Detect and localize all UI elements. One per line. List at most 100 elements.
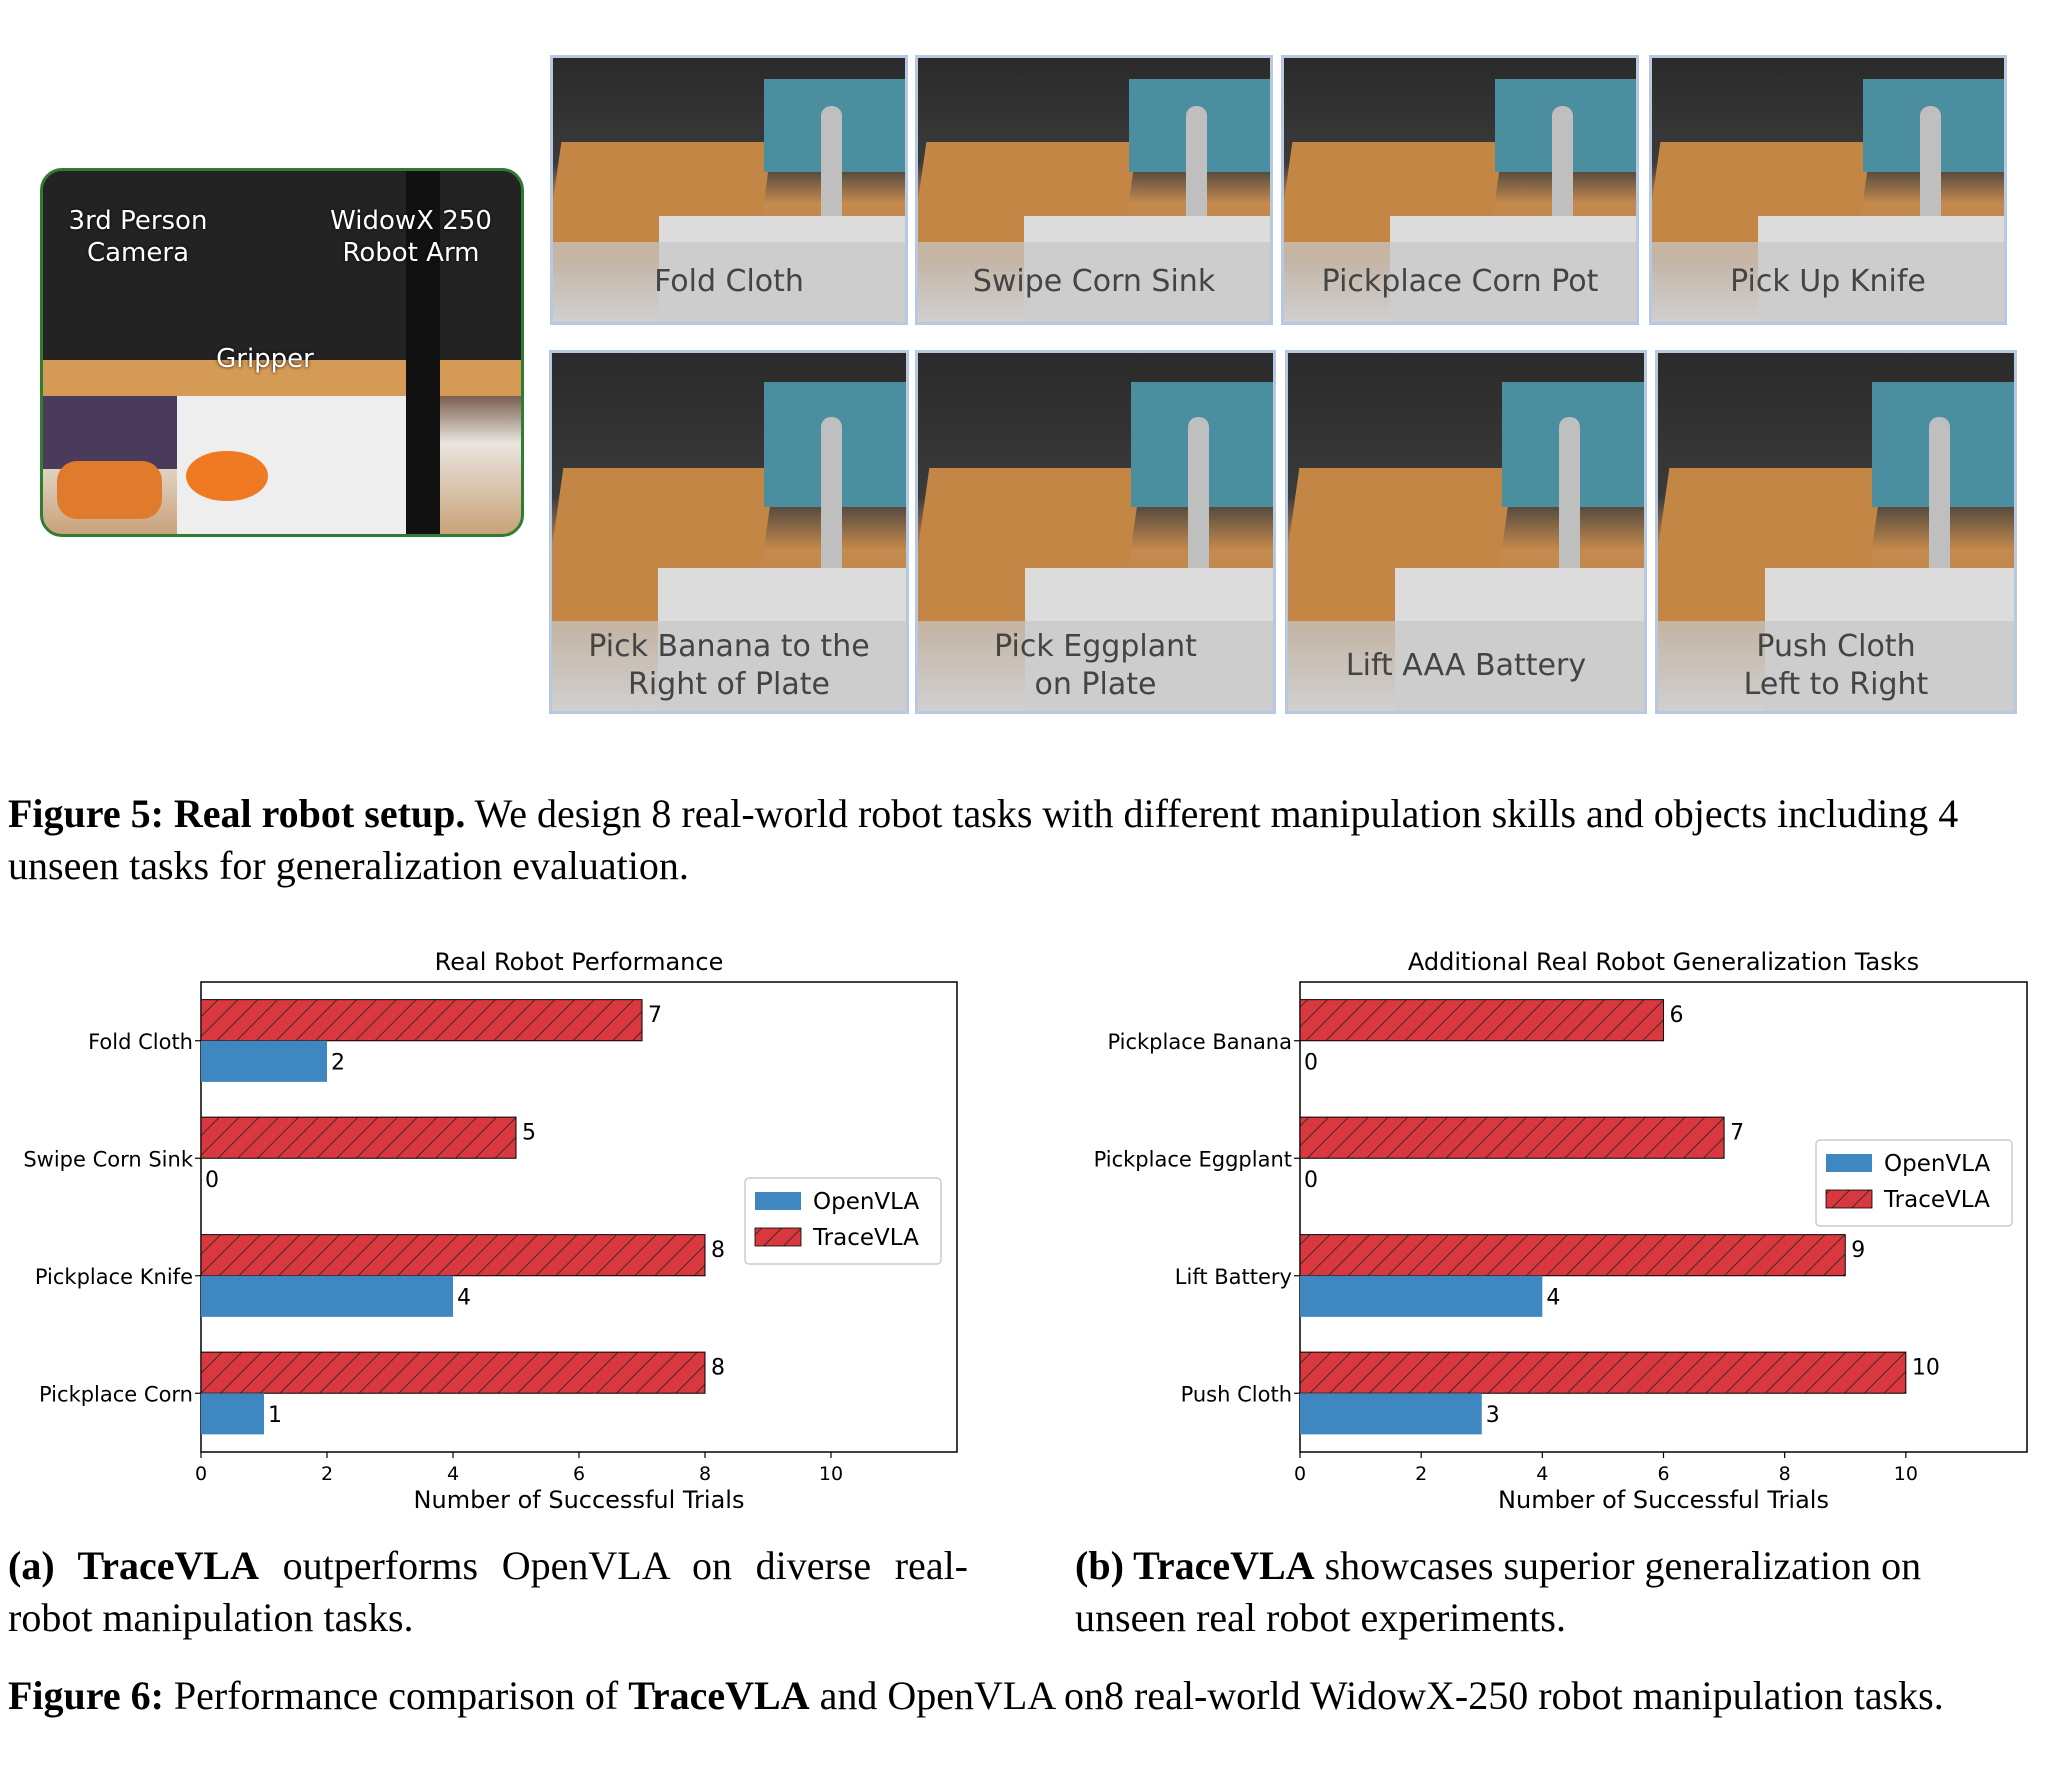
task-photo: Push Cloth Left to Right bbox=[1655, 350, 2017, 714]
setup-counter bbox=[43, 359, 521, 397]
chart-real-robot-performance: Real Robot Performance Fold Cloth 7 2 Swipe … bbox=[23, 948, 958, 1514]
figure-6-caption-label: Figure 6: bbox=[8, 1673, 164, 1718]
category-tick-label: Fold Cloth bbox=[88, 1030, 193, 1054]
tracevla-value-label: 8 bbox=[711, 1238, 725, 1263]
legend-openvla-label: OpenVLA bbox=[1884, 1151, 1991, 1177]
task-label: Pickplace Corn Pot bbox=[1284, 242, 1636, 322]
task-photo-faucet bbox=[1919, 105, 1941, 251]
tracevla-value-label: 10 bbox=[1912, 1356, 1940, 1381]
figure-5-caption-bold: Figure 5: Real robot setup. bbox=[8, 791, 466, 836]
x-tick-label: 0 bbox=[1294, 1463, 1306, 1485]
subcaption-a-text: outperforms OpenVLA on diverse real-robo… bbox=[8, 1543, 969, 1640]
task-photo: Pick Banana to the Right of Plate bbox=[549, 350, 909, 714]
tracevla-bar bbox=[1299, 999, 1664, 1042]
setup-wall bbox=[43, 171, 521, 371]
openvla-bar bbox=[1300, 1275, 1543, 1317]
x-tick-label: 10 bbox=[819, 1463, 843, 1485]
tracevla-value-label: 6 bbox=[1670, 1003, 1684, 1028]
category-tick-label: Lift Battery bbox=[1175, 1265, 1292, 1289]
task-photo: Pick Eggplant on Plate bbox=[915, 350, 1276, 714]
gripper-label: Gripper bbox=[216, 344, 314, 374]
arm-label: WidowX 250 Robot Arm bbox=[330, 206, 492, 268]
camera-label: 3rd Person Camera bbox=[68, 206, 208, 268]
task-photo: Pick Up Knife bbox=[1649, 55, 2007, 325]
openvla-value-label: 0 bbox=[1304, 1051, 1318, 1076]
figure-6-caption-pre: Performance comparison of bbox=[163, 1673, 629, 1718]
tracevla-bar bbox=[200, 1351, 706, 1394]
x-tick-label: 0 bbox=[195, 1463, 207, 1485]
task-photo-faucet bbox=[1928, 417, 1950, 615]
openvla-value-label: 4 bbox=[1546, 1286, 1560, 1311]
tracevla-bar bbox=[1299, 1351, 1907, 1394]
task-photo: Pickplace Corn Pot bbox=[1281, 55, 1639, 325]
x-tick-label: 2 bbox=[321, 1463, 333, 1485]
subcaption-a: (a) TraceVLA outperforms OpenVLA on dive… bbox=[8, 1540, 968, 1644]
figure-5-caption: Figure 5: Real robot setup. We design 8 … bbox=[8, 788, 2048, 892]
task-photo-faucet bbox=[1185, 105, 1207, 251]
x-tick-label: 10 bbox=[1894, 1463, 1918, 1485]
tracevla-value-label: 7 bbox=[1730, 1121, 1744, 1146]
x-tick-label: 6 bbox=[1657, 1463, 1669, 1485]
x-tick-label: 4 bbox=[1536, 1463, 1548, 1485]
setup-tile bbox=[43, 396, 177, 469]
task-label: Pick Eggplant on Plate bbox=[918, 621, 1273, 711]
chart-title: Additional Real Robot Generalization Tas… bbox=[1408, 948, 1919, 976]
x-tick-label: 8 bbox=[1779, 1463, 1791, 1485]
legend-tracevla-label: TraceVLA bbox=[1883, 1187, 1990, 1213]
tracevla-bar bbox=[1299, 1234, 1846, 1277]
tracevla-value-label: 5 bbox=[522, 1121, 536, 1146]
tracevla-bar bbox=[1299, 1116, 1725, 1159]
category-tick-label: Pickplace Corn bbox=[39, 1382, 193, 1406]
subcaption-b: (b) TraceVLA showcases superior generali… bbox=[1075, 1540, 2035, 1644]
task-photo-faucet bbox=[821, 417, 843, 615]
openvla-value-label: 2 bbox=[331, 1051, 345, 1076]
subcaption-b-label: (b) bbox=[1075, 1543, 1134, 1588]
task-photo-faucet bbox=[1187, 417, 1210, 615]
figure-5-caption-text: We design 8 real-world robot tasks with … bbox=[8, 791, 1959, 888]
task-photo: Fold Cloth bbox=[550, 55, 908, 325]
setup-basket bbox=[57, 461, 163, 520]
tracevla-value-label: 7 bbox=[648, 1003, 662, 1028]
task-label: Lift AAA Battery bbox=[1288, 621, 1644, 711]
figure-6-caption: Figure 6: Performance comparison of Trac… bbox=[8, 1670, 2048, 1722]
openvla-bar bbox=[1300, 1393, 1482, 1435]
legend-tracevla-swatch bbox=[754, 1227, 802, 1247]
task-photo-faucet bbox=[1558, 417, 1580, 615]
category-tick-label: Pickplace Eggplant bbox=[1094, 1147, 1292, 1171]
openvla-value-label: 4 bbox=[457, 1286, 471, 1311]
chart-title: Real Robot Performance bbox=[435, 948, 724, 976]
legend-tracevla-swatch bbox=[1825, 1189, 1873, 1209]
tracevla-bar bbox=[200, 1234, 706, 1277]
x-tick-label: 6 bbox=[573, 1463, 585, 1485]
openvla-value-label: 0 bbox=[205, 1168, 219, 1193]
subcaption-a-bold: TraceVLA bbox=[77, 1543, 259, 1588]
task-label: Swipe Corn Sink bbox=[918, 242, 1270, 322]
x-axis-label: Number of Successful Trials bbox=[1498, 1486, 1829, 1514]
category-tick-label: Push Cloth bbox=[1181, 1382, 1292, 1406]
x-tick-label: 8 bbox=[699, 1463, 711, 1485]
x-tick-label: 2 bbox=[1415, 1463, 1427, 1485]
x-axis-label: Number of Successful Trials bbox=[414, 1486, 745, 1514]
tracevla-bar bbox=[200, 999, 643, 1042]
task-label: Push Cloth Left to Right bbox=[1658, 621, 2014, 711]
task-photo: Lift AAA Battery bbox=[1285, 350, 1647, 714]
tracevla-bar bbox=[200, 1116, 517, 1159]
chart-generalization-tasks: Additional Real Robot Generalization Tas… bbox=[1094, 948, 2028, 1514]
openvla-bar bbox=[201, 1040, 327, 1082]
legend-openvla-label: OpenVLA bbox=[813, 1189, 920, 1215]
category-tick-label: Pickplace Knife bbox=[35, 1265, 193, 1289]
openvla-value-label: 0 bbox=[1304, 1168, 1318, 1193]
subcaption-b-bold: TraceVLA bbox=[1133, 1543, 1315, 1588]
legend-openvla-swatch bbox=[755, 1192, 801, 1210]
legend-openvla-swatch bbox=[1826, 1154, 1872, 1172]
task-photo-faucet bbox=[820, 105, 842, 251]
tracevla-value-label: 9 bbox=[1851, 1238, 1865, 1263]
openvla-bar bbox=[201, 1393, 264, 1435]
robot-setup-photo: 3rd Person Camera WidowX 250 Robot Arm G… bbox=[40, 168, 524, 537]
legend-tracevla-label: TraceVLA bbox=[812, 1225, 919, 1251]
subcaption-a-label: (a) bbox=[8, 1543, 78, 1588]
x-tick-label: 4 bbox=[447, 1463, 459, 1485]
setup-plate bbox=[186, 450, 268, 502]
task-label: Fold Cloth bbox=[553, 242, 905, 322]
openvla-value-label: 3 bbox=[1486, 1403, 1500, 1428]
